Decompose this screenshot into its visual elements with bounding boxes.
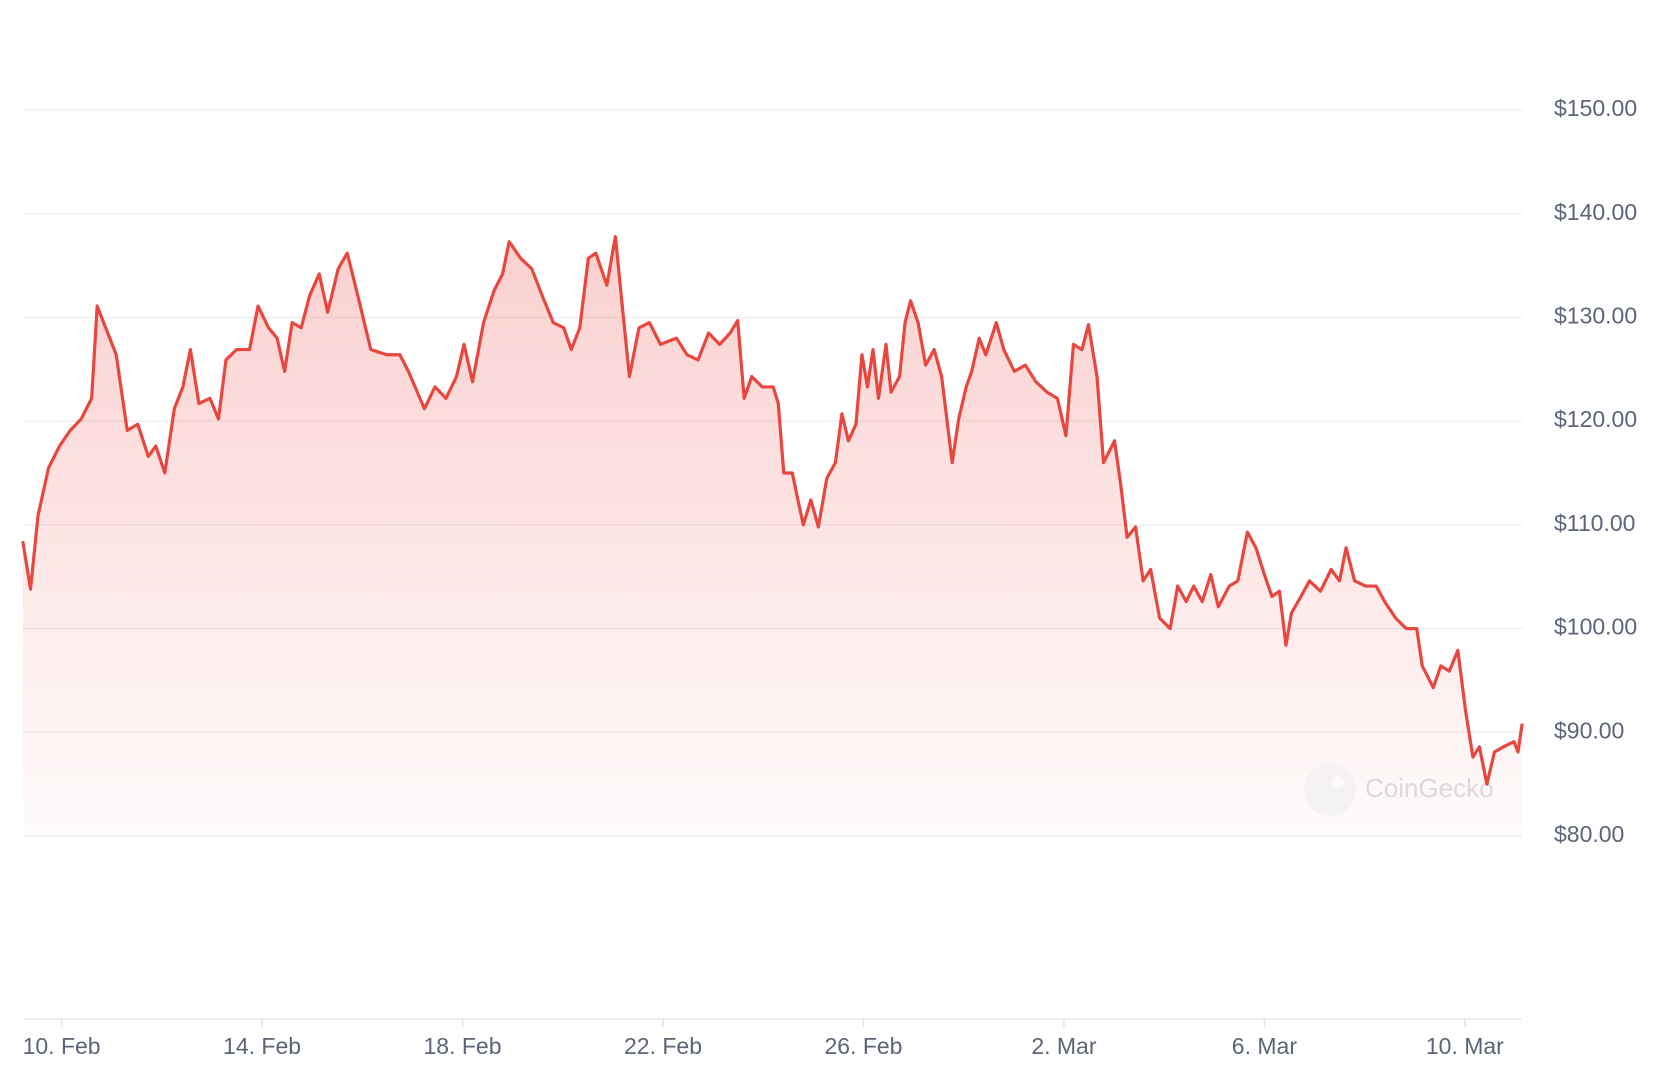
watermark-logo <box>1304 764 1356 816</box>
y-tick-label: $90.00 <box>1554 717 1624 743</box>
watermark: CoinGecko <box>1365 773 1494 803</box>
y-tick-label: $110.00 <box>1554 510 1635 536</box>
x-tick-label: 26. Feb <box>824 1033 902 1059</box>
x-tick-label: 10. Feb <box>23 1033 101 1059</box>
y-tick-label: $140.00 <box>1554 199 1637 225</box>
x-tick-label: 6. Mar <box>1232 1033 1298 1059</box>
area <box>23 236 1522 836</box>
x-tick-label: 10. Mar <box>1426 1033 1504 1059</box>
y-tick-label: $130.00 <box>1554 303 1637 329</box>
x-tick-label: 18. Feb <box>424 1033 502 1059</box>
x-tick-label: 2. Mar <box>1031 1033 1097 1059</box>
y-tick-label: $80.00 <box>1554 821 1624 847</box>
y-tick-label: $100.00 <box>1554 614 1637 640</box>
watermark-logo-eye <box>1332 776 1344 788</box>
price-line <box>21 234 1524 786</box>
y-tick-label: $150.00 <box>1554 95 1637 121</box>
x-tick-label: 22. Feb <box>624 1033 702 1059</box>
watermark-group: CoinGecko <box>1304 764 1494 816</box>
x-tick-label: 14. Feb <box>223 1033 301 1059</box>
y-tick-label: $120.00 <box>1554 406 1637 432</box>
